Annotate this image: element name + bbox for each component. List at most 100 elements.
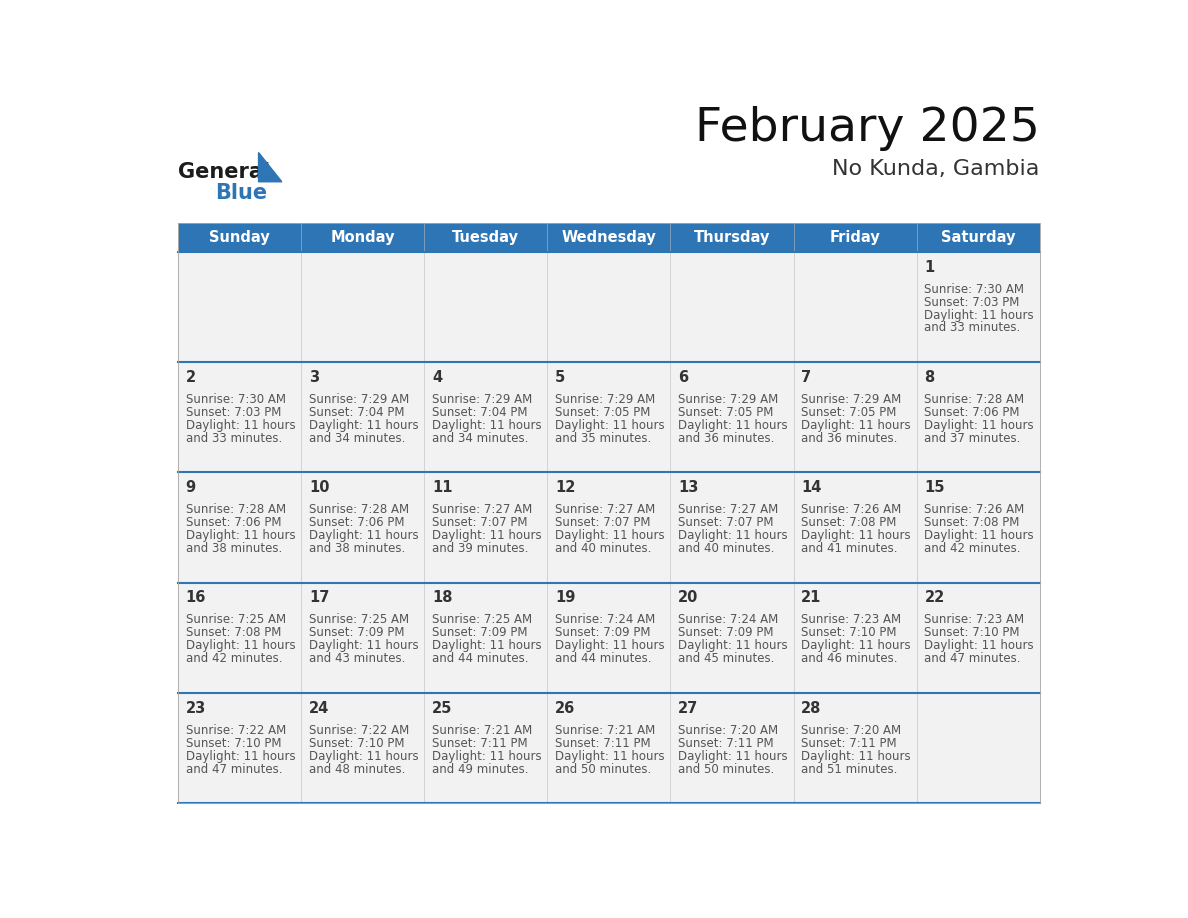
Bar [670, 693, 794, 803]
Text: Sunset: 7:05 PM: Sunset: 7:05 PM [678, 406, 773, 419]
Text: Sunset: 7:09 PM: Sunset: 7:09 PM [432, 626, 527, 639]
Bar [794, 693, 917, 803]
Bar [917, 252, 1040, 362]
Text: and 47 minutes.: and 47 minutes. [185, 763, 283, 776]
Text: 23: 23 [185, 700, 206, 716]
Bar [178, 473, 301, 583]
Text: Sunrise: 7:21 AM: Sunrise: 7:21 AM [555, 723, 656, 737]
Text: 9: 9 [185, 480, 196, 495]
Text: Sunrise: 7:28 AM: Sunrise: 7:28 AM [185, 503, 286, 516]
Text: and 33 minutes.: and 33 minutes. [924, 321, 1020, 334]
Text: General: General [178, 162, 270, 182]
Text: Daylight: 11 hours: Daylight: 11 hours [309, 419, 418, 431]
Text: Daylight: 11 hours: Daylight: 11 hours [555, 419, 664, 431]
Bar [670, 473, 794, 583]
Text: 20: 20 [678, 590, 699, 605]
Bar [301, 362, 424, 473]
Text: Sunrise: 7:24 AM: Sunrise: 7:24 AM [678, 613, 778, 626]
Text: Daylight: 11 hours: Daylight: 11 hours [555, 639, 664, 653]
Bar [424, 583, 548, 693]
Text: Sunrise: 7:29 AM: Sunrise: 7:29 AM [678, 393, 778, 406]
Text: Sunrise: 7:25 AM: Sunrise: 7:25 AM [185, 613, 286, 626]
Text: February 2025: February 2025 [695, 106, 1040, 151]
Bar [917, 693, 1040, 803]
Text: Daylight: 11 hours: Daylight: 11 hours [432, 750, 542, 763]
Bar [670, 252, 794, 362]
Text: and 39 minutes.: and 39 minutes. [432, 542, 529, 555]
Text: Sunrise: 7:29 AM: Sunrise: 7:29 AM [309, 393, 409, 406]
Text: 5: 5 [555, 370, 565, 385]
Text: Daylight: 11 hours: Daylight: 11 hours [678, 639, 788, 653]
Bar [178, 362, 301, 473]
Text: and 50 minutes.: and 50 minutes. [678, 763, 775, 776]
Text: Daylight: 11 hours: Daylight: 11 hours [924, 308, 1034, 321]
Text: Sunrise: 7:23 AM: Sunrise: 7:23 AM [801, 613, 902, 626]
Text: Blue: Blue [215, 184, 267, 203]
Text: Sunrise: 7:27 AM: Sunrise: 7:27 AM [678, 503, 778, 516]
Text: Sunrise: 7:30 AM: Sunrise: 7:30 AM [185, 393, 285, 406]
Text: Daylight: 11 hours: Daylight: 11 hours [924, 419, 1034, 431]
Text: Daylight: 11 hours: Daylight: 11 hours [432, 639, 542, 653]
Text: and 48 minutes.: and 48 minutes. [309, 763, 405, 776]
Text: Sunrise: 7:25 AM: Sunrise: 7:25 AM [432, 613, 532, 626]
Bar [548, 362, 670, 473]
Text: 16: 16 [185, 590, 206, 605]
Bar [670, 583, 794, 693]
Bar [301, 252, 424, 362]
Bar [794, 252, 917, 362]
Text: Sunset: 7:11 PM: Sunset: 7:11 PM [801, 736, 897, 750]
Text: and 46 minutes.: and 46 minutes. [801, 653, 898, 666]
Text: 11: 11 [432, 480, 453, 495]
Text: 28: 28 [801, 700, 822, 716]
Text: Daylight: 11 hours: Daylight: 11 hours [924, 639, 1034, 653]
Text: 7: 7 [801, 370, 811, 385]
Bar [670, 362, 794, 473]
Text: 25: 25 [432, 700, 453, 716]
Text: 27: 27 [678, 700, 699, 716]
Text: Sunset: 7:08 PM: Sunset: 7:08 PM [185, 626, 282, 639]
Text: Daylight: 11 hours: Daylight: 11 hours [309, 639, 418, 653]
Bar [178, 583, 301, 693]
Text: and 49 minutes.: and 49 minutes. [432, 763, 529, 776]
Text: Sunset: 7:07 PM: Sunset: 7:07 PM [555, 516, 651, 529]
Polygon shape [259, 152, 282, 182]
Text: Daylight: 11 hours: Daylight: 11 hours [185, 750, 296, 763]
Text: Daylight: 11 hours: Daylight: 11 hours [185, 639, 296, 653]
Text: 26: 26 [555, 700, 575, 716]
Text: 22: 22 [924, 590, 944, 605]
Text: Sunset: 7:10 PM: Sunset: 7:10 PM [185, 736, 282, 750]
Text: Sunset: 7:09 PM: Sunset: 7:09 PM [678, 626, 773, 639]
Bar [917, 583, 1040, 693]
Text: 19: 19 [555, 590, 575, 605]
Text: and 38 minutes.: and 38 minutes. [309, 542, 405, 555]
Text: Sunset: 7:05 PM: Sunset: 7:05 PM [555, 406, 650, 419]
Bar [424, 362, 548, 473]
Text: Daylight: 11 hours: Daylight: 11 hours [801, 750, 911, 763]
Bar [178, 693, 301, 803]
Text: 15: 15 [924, 480, 944, 495]
Text: and 36 minutes.: and 36 minutes. [801, 431, 898, 444]
Text: 12: 12 [555, 480, 575, 495]
Text: Sunrise: 7:28 AM: Sunrise: 7:28 AM [924, 393, 1024, 406]
Text: Tuesday: Tuesday [453, 230, 519, 245]
Text: Sunset: 7:11 PM: Sunset: 7:11 PM [555, 736, 651, 750]
Bar [424, 693, 548, 803]
Text: Sunset: 7:04 PM: Sunset: 7:04 PM [309, 406, 404, 419]
Text: and 42 minutes.: and 42 minutes. [924, 542, 1020, 555]
Text: Sunset: 7:06 PM: Sunset: 7:06 PM [185, 516, 282, 529]
Bar [794, 473, 917, 583]
Text: Friday: Friday [829, 230, 880, 245]
Bar [917, 473, 1040, 583]
Text: Sunset: 7:10 PM: Sunset: 7:10 PM [801, 626, 897, 639]
Text: Sunrise: 7:20 AM: Sunrise: 7:20 AM [678, 723, 778, 737]
Text: Sunrise: 7:24 AM: Sunrise: 7:24 AM [555, 613, 656, 626]
Text: 13: 13 [678, 480, 699, 495]
Text: 2: 2 [185, 370, 196, 385]
Text: Sunset: 7:04 PM: Sunset: 7:04 PM [432, 406, 527, 419]
Bar [548, 473, 670, 583]
Text: Sunrise: 7:29 AM: Sunrise: 7:29 AM [801, 393, 902, 406]
Text: Daylight: 11 hours: Daylight: 11 hours [555, 750, 664, 763]
Text: 24: 24 [309, 700, 329, 716]
Bar [301, 693, 424, 803]
Text: Sunset: 7:03 PM: Sunset: 7:03 PM [924, 296, 1019, 308]
